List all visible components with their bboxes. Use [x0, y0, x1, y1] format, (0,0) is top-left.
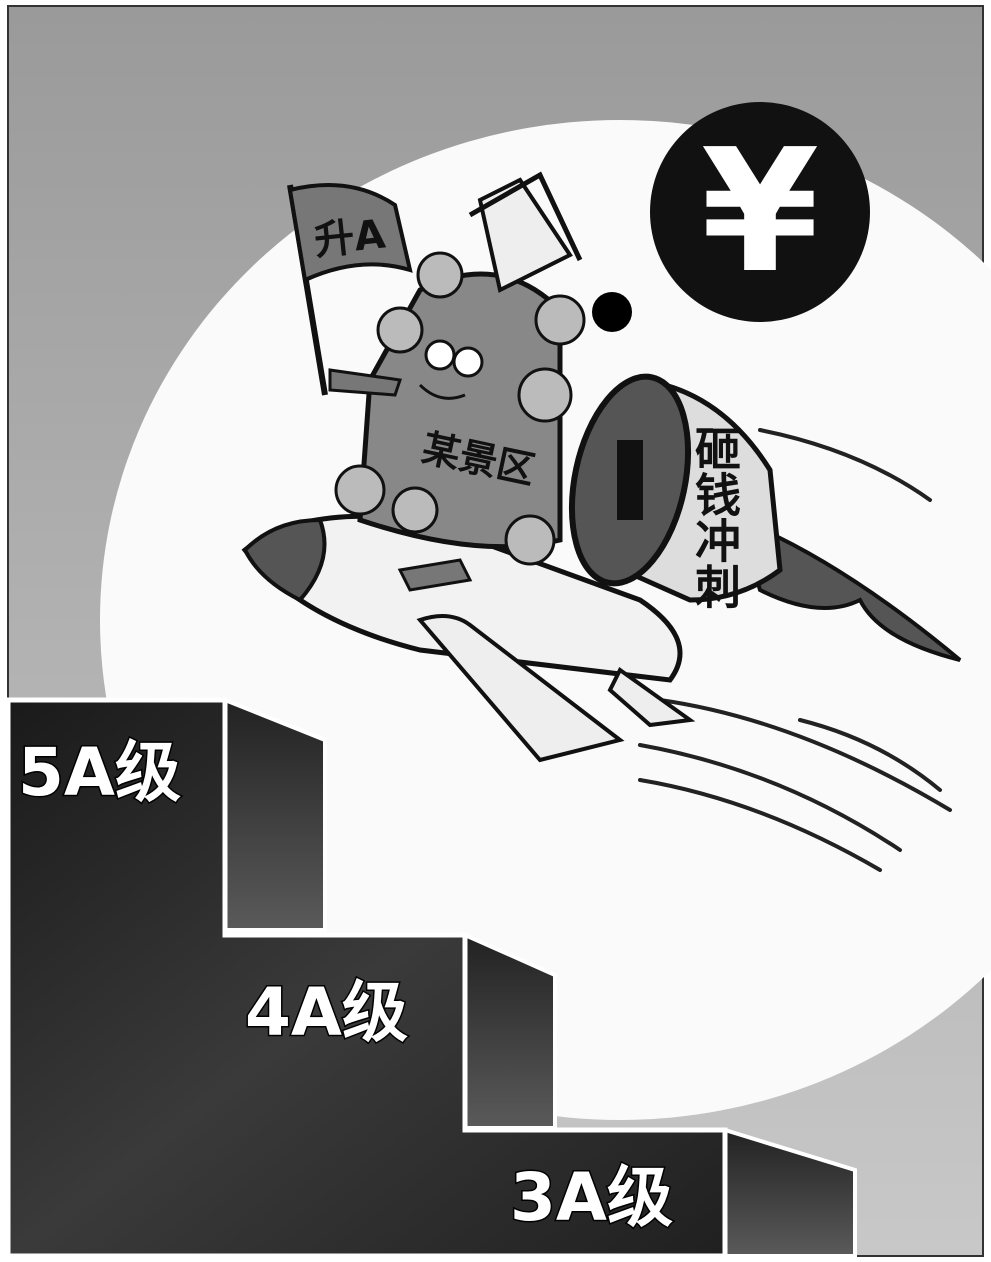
flag-label: 升A: [312, 211, 387, 264]
stair-side: [225, 700, 325, 930]
eye: [426, 341, 454, 369]
illustration: ¥ 砸钱冲刺 某景区 升A 5A级 4A级 3A级: [0, 0, 991, 1262]
coin-hole: [617, 440, 643, 520]
step-label: 4A级: [245, 974, 408, 1051]
thought-dot: [592, 292, 632, 332]
step-label: 5A级: [18, 734, 181, 811]
eye: [454, 348, 482, 376]
step-label: 3A级: [510, 1159, 673, 1236]
jet-label: 砸钱冲刺: [688, 425, 742, 609]
yen-symbol: ¥: [701, 113, 819, 311]
